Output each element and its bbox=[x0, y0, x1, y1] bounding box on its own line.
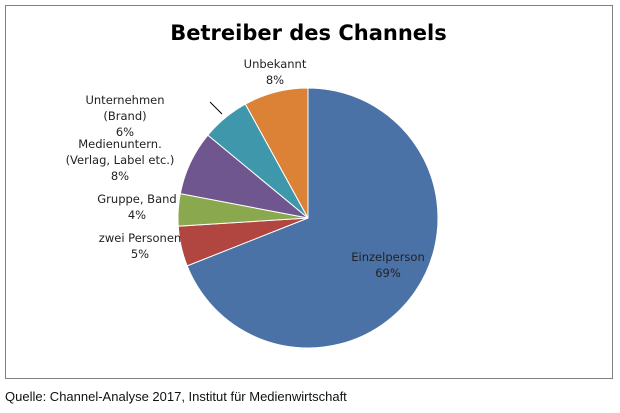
value-label: 6% bbox=[115, 125, 135, 139]
slice-label: Medienuntern. (Verlag, Label etc.) 8% bbox=[66, 136, 175, 184]
category-label: Medienuntern. (Verlag, Label etc.) bbox=[65, 137, 175, 167]
slice-label: Unbekannt 8% bbox=[244, 56, 307, 88]
value-label: 5% bbox=[130, 247, 150, 261]
chart-title: Betreiber des Channels bbox=[170, 21, 447, 45]
value-label: 4% bbox=[127, 208, 147, 222]
source-note: Quelle: Channel-Analyse 2017, Institut f… bbox=[5, 389, 347, 404]
value-label: 8% bbox=[265, 73, 285, 87]
slice-label: Unternehmen (Brand) 6% bbox=[85, 92, 164, 140]
category-label: Gruppe, Band bbox=[97, 192, 177, 206]
value-label: 8% bbox=[110, 169, 130, 183]
slice-label: Einzelperson 69% bbox=[351, 249, 424, 281]
leader-line bbox=[209, 101, 223, 115]
category-label: Einzelperson bbox=[351, 250, 425, 264]
category-label: Unbekannt bbox=[243, 57, 307, 71]
category-label: zwei Personen bbox=[98, 231, 182, 245]
category-label: Unternehmen (Brand) bbox=[85, 93, 165, 123]
value-label: 69% bbox=[375, 266, 401, 280]
pie-slice bbox=[186, 87, 439, 349]
slice-label: Gruppe, Band 4% bbox=[97, 191, 176, 223]
pie-slice bbox=[244, 87, 309, 219]
slice-label: zwei Personen 5% bbox=[99, 230, 181, 262]
